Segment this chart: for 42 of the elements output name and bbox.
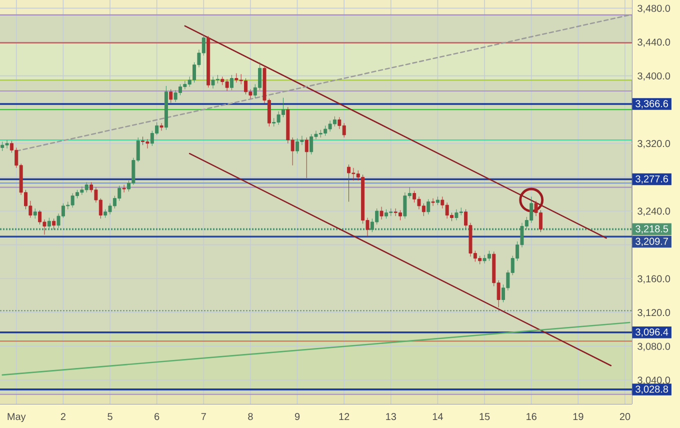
- y-tick-label: 3,040.0: [638, 376, 670, 385]
- candlestick: [52, 218, 56, 230]
- x-tick-label: 2: [60, 413, 66, 420]
- y-tick-label: 3,480.0: [638, 4, 670, 14]
- ref-line-label: 3,028.8: [636, 386, 668, 394]
- candlestick: [160, 122, 164, 131]
- x-tick-label: 13: [386, 413, 396, 420]
- x-tick-label: 5: [108, 413, 112, 420]
- y-tick-label: 3,120.0: [638, 309, 670, 318]
- ref-line-label: 3,209.7: [636, 238, 668, 246]
- candlestick: [431, 198, 435, 206]
- x-tick-label: 20: [620, 413, 630, 420]
- y-tick-label: 3,440.0: [638, 38, 670, 47]
- x-tick-label: 7: [201, 413, 206, 420]
- candlestick: [426, 198, 430, 215]
- x-tick-label: 9: [294, 413, 300, 420]
- ref-line-label: 3,218.5: [636, 225, 668, 234]
- y-tick-label: 3,240.0: [638, 208, 670, 216]
- candlestick: [122, 184, 126, 193]
- y-tick-label: 3,400.0: [638, 72, 670, 81]
- x-tick-label: May: [8, 413, 26, 422]
- candlestick: [206, 36, 210, 88]
- y-tick-label: 3,320.0: [638, 140, 670, 148]
- candlestick: [169, 89, 173, 104]
- x-tick-label: 14: [432, 413, 443, 420]
- ref-line-label: 3,366.6: [636, 100, 668, 108]
- candlestick: [436, 196, 440, 206]
- candlestick: [230, 74, 234, 90]
- candlestick: [33, 208, 37, 219]
- x-tick-label: 15: [480, 413, 490, 420]
- ref-line-label: 3,096.4: [636, 328, 668, 337]
- x-tick-label: 16: [526, 413, 536, 420]
- y-tick-label: 3,160.0: [638, 275, 670, 284]
- x-tick-label: 6: [154, 413, 160, 420]
- ref-line-label: 3,277.6: [636, 175, 668, 184]
- candlestick: [164, 86, 168, 130]
- candlestick: [380, 206, 384, 220]
- x-tick-label: 19: [573, 413, 584, 420]
- x-tick-label: 8: [248, 413, 253, 420]
- y-tick-label: 3,080.0: [638, 342, 670, 352]
- candlestick: [304, 137, 308, 178]
- x-tick-label: 12: [339, 413, 350, 420]
